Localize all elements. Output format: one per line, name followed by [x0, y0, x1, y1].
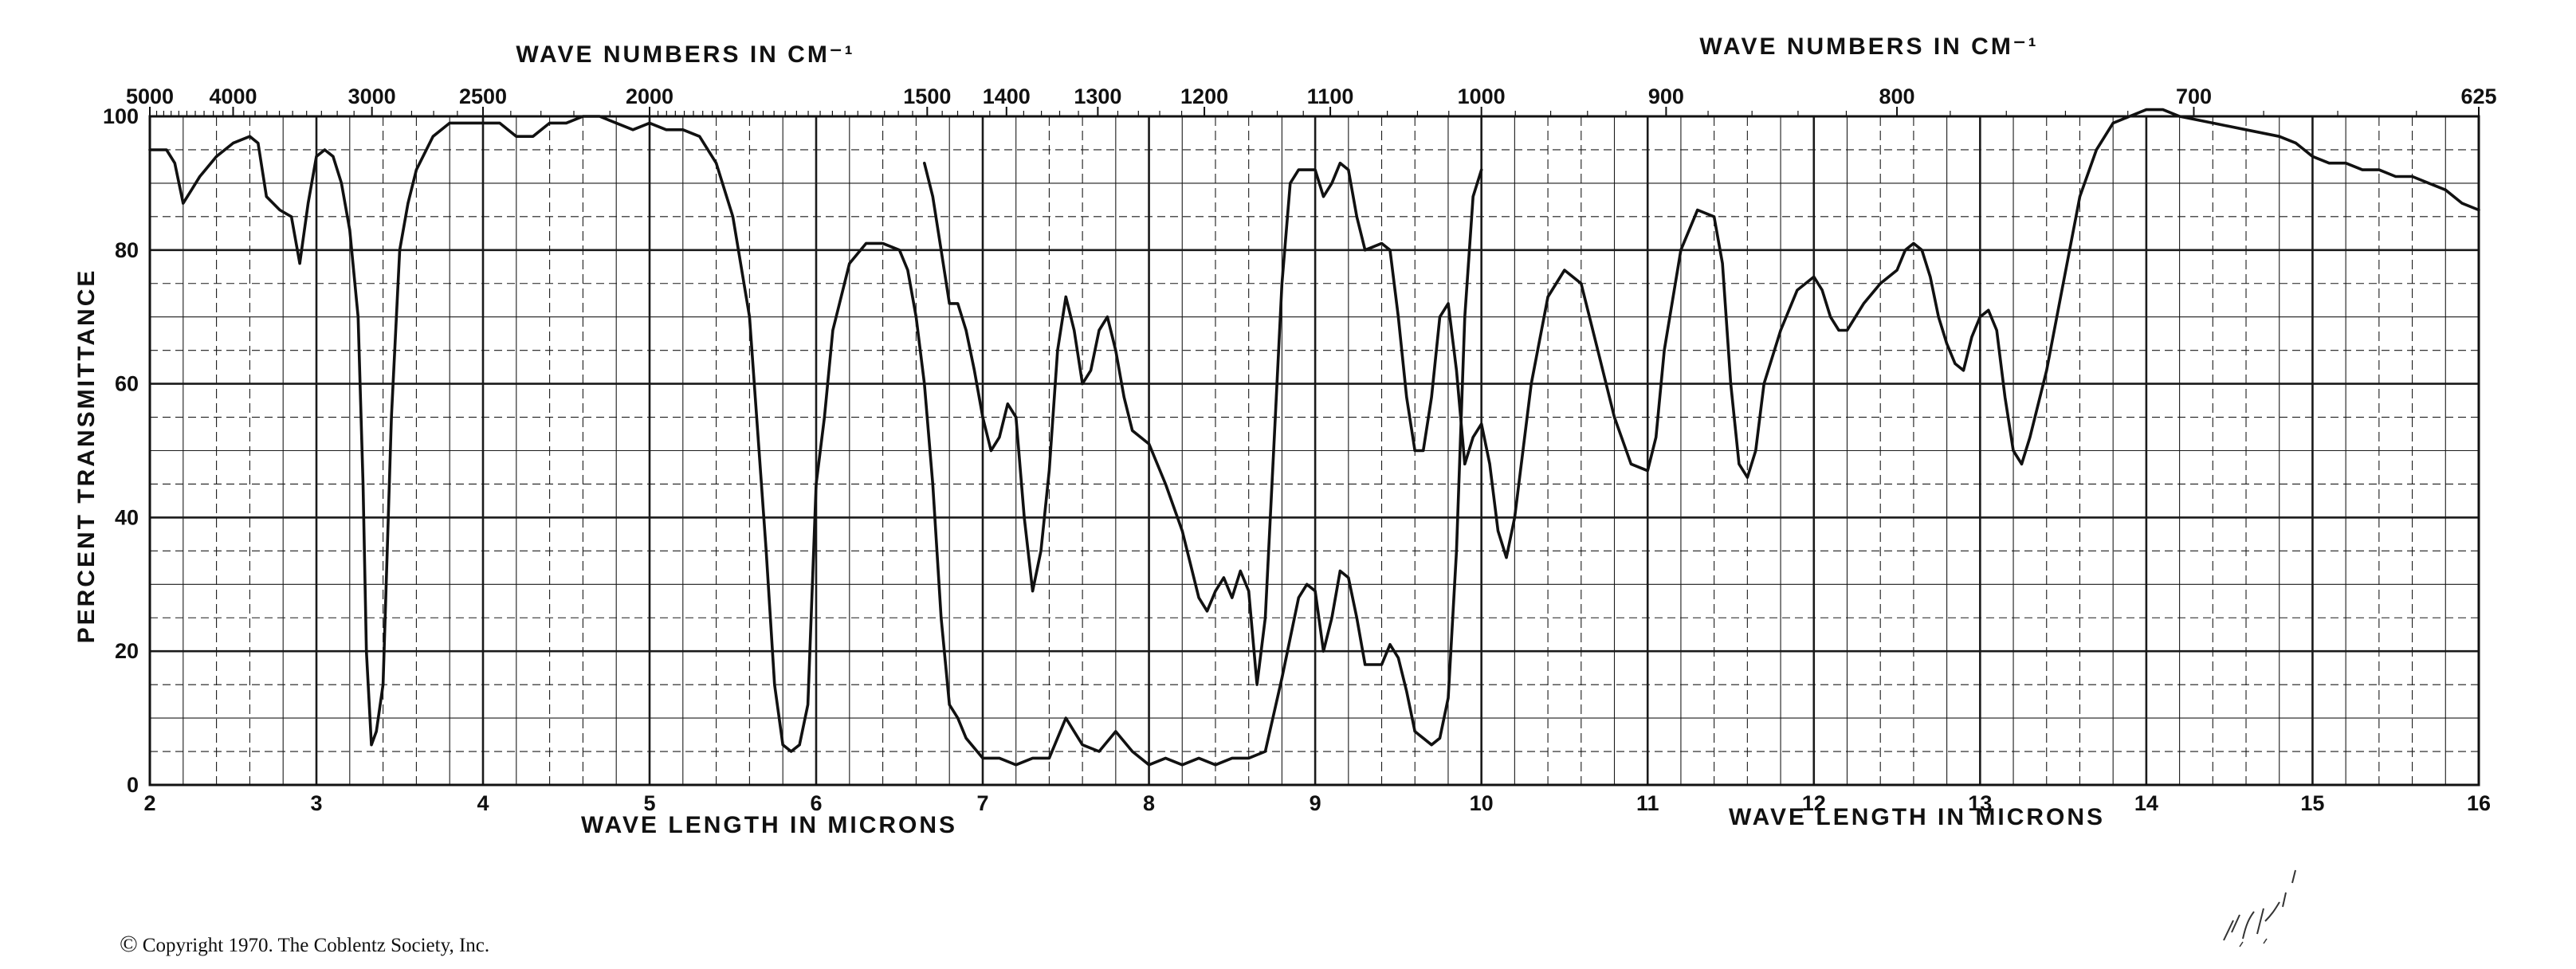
- top-tick-label: 2500: [459, 84, 507, 108]
- chart-series: [148, 108, 2480, 767]
- top-header-left: WAVE NUMBERS IN CM⁻¹: [516, 41, 854, 68]
- x-tick-label: 9: [1310, 791, 1321, 815]
- spectrum-trace-2: [923, 108, 2480, 686]
- top-tick-label: 3000: [348, 84, 396, 108]
- chart-labels: WAVE NUMBERS IN CM⁻¹ WAVE NUMBERS IN CM⁻…: [73, 33, 2497, 838]
- top-tick-label: 800: [1879, 84, 1915, 108]
- top-header-right: WAVE NUMBERS IN CM⁻¹: [1699, 33, 2038, 60]
- top-tick-label: 1500: [903, 84, 951, 108]
- y-tick-label: 100: [103, 104, 139, 128]
- x-tick-label: 7: [976, 791, 988, 815]
- top-tick-label: 1400: [983, 84, 1031, 108]
- top-tick-label: 625: [2460, 84, 2496, 108]
- top-tick-label: 5000: [126, 84, 174, 108]
- handwritten-signature: [2223, 869, 2296, 947]
- y-tick-label: 20: [115, 639, 139, 663]
- y-axis-label: PERCENT TRANSMITTANCE: [73, 269, 100, 644]
- x-tick-label: 4: [477, 791, 489, 815]
- x-axis-label-left: WAVE LENGTH IN MICRONS: [581, 812, 957, 838]
- top-tick-label: 1100: [1307, 84, 1354, 108]
- y-tick-label: 80: [115, 238, 139, 262]
- x-tick-label: 16: [2467, 791, 2491, 815]
- x-tick-label: 15: [2300, 791, 2324, 815]
- x-tick-label: 2: [143, 791, 155, 815]
- top-tick-label: 4000: [209, 84, 257, 108]
- x-axis-label-right: WAVE LENGTH IN MICRONS: [1729, 804, 2105, 830]
- x-tick-label: 11: [1636, 791, 1659, 815]
- top-tick-label: 1200: [1180, 84, 1228, 108]
- top-tick-label: 700: [2176, 84, 2212, 108]
- x-tick-label: 5: [643, 791, 655, 815]
- x-tick-label: 3: [310, 791, 322, 815]
- spectrum-trace-1: [148, 115, 1483, 767]
- copyright-symbol: ©: [120, 931, 138, 957]
- x-tick-label: 8: [1143, 791, 1155, 815]
- x-tick-label: 14: [2134, 791, 2158, 815]
- y-tick-label: 40: [115, 505, 139, 529]
- x-tick-label: 12: [1802, 791, 1826, 815]
- plot-frame: [148, 115, 2480, 787]
- chart-grid: [148, 115, 2480, 787]
- top-tick-label: 1300: [1074, 84, 1121, 108]
- copyright-notice: © Copyright 1970. The Coblentz Society, I…: [120, 931, 489, 958]
- chart-axes: [148, 107, 2480, 787]
- copyright-text: Copyright 1970. The Coblentz Society, In…: [142, 935, 490, 956]
- top-tick-label: 1000: [1458, 84, 1506, 108]
- y-tick-label: 0: [127, 773, 139, 797]
- top-tick-label: 2000: [626, 84, 673, 108]
- x-tick-label: 6: [810, 791, 822, 815]
- x-tick-label: 10: [1470, 791, 1494, 815]
- x-tick-label: 13: [1968, 791, 1992, 815]
- top-tick-label: 900: [1648, 84, 1684, 108]
- y-tick-label: 60: [115, 372, 139, 396]
